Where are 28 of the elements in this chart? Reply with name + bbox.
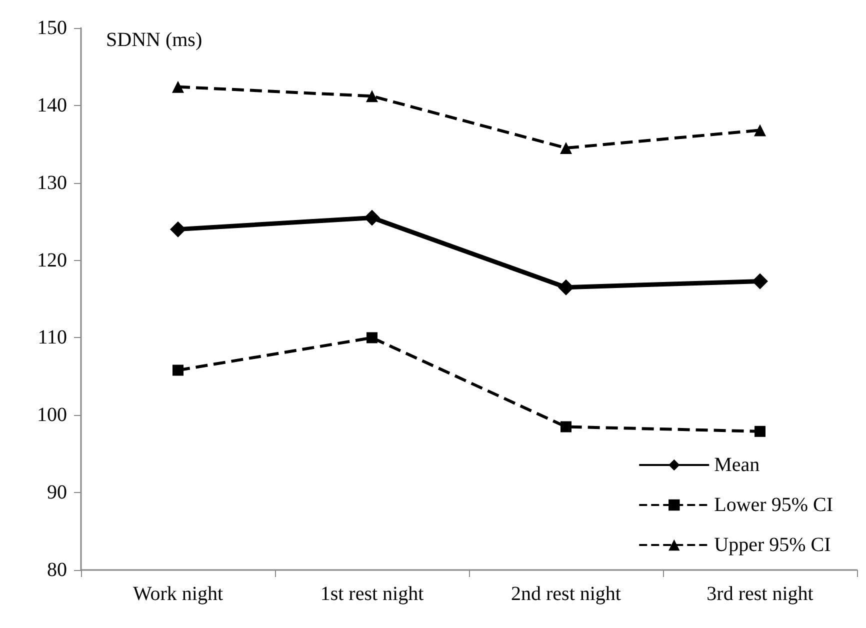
y-tick-label: 90 <box>47 482 67 504</box>
y-tick-label: 120 <box>37 249 67 272</box>
point <box>170 221 186 238</box>
point <box>752 273 768 290</box>
y-tick-label: 150 <box>37 17 67 39</box>
point <box>172 364 184 376</box>
x-tick-label: 1st rest night <box>320 583 424 605</box>
point <box>366 90 378 102</box>
y-tick-label: 100 <box>37 404 67 426</box>
y-tick-label: 80 <box>47 559 67 581</box>
point <box>364 210 380 226</box>
point <box>754 426 766 437</box>
x-tick-label: 3rd rest night <box>706 583 814 605</box>
point <box>558 279 574 296</box>
point <box>172 80 184 93</box>
x-tick-label: 2nd rest night <box>511 583 622 605</box>
point <box>560 142 572 154</box>
y-tick-label: 110 <box>38 326 67 349</box>
legend-label: Lower 95% CI <box>714 494 833 516</box>
point <box>366 332 378 344</box>
y-axis-title: SDNN (ms) <box>106 29 202 51</box>
point <box>754 124 766 136</box>
y-tick-label: 140 <box>37 94 67 116</box>
y-tick-label: 130 <box>37 172 67 194</box>
x-tick-label: Work night <box>132 583 224 605</box>
legend-label: Upper 95% CI <box>714 534 831 556</box>
legend-label: Mean <box>714 454 760 476</box>
point <box>560 421 572 432</box>
